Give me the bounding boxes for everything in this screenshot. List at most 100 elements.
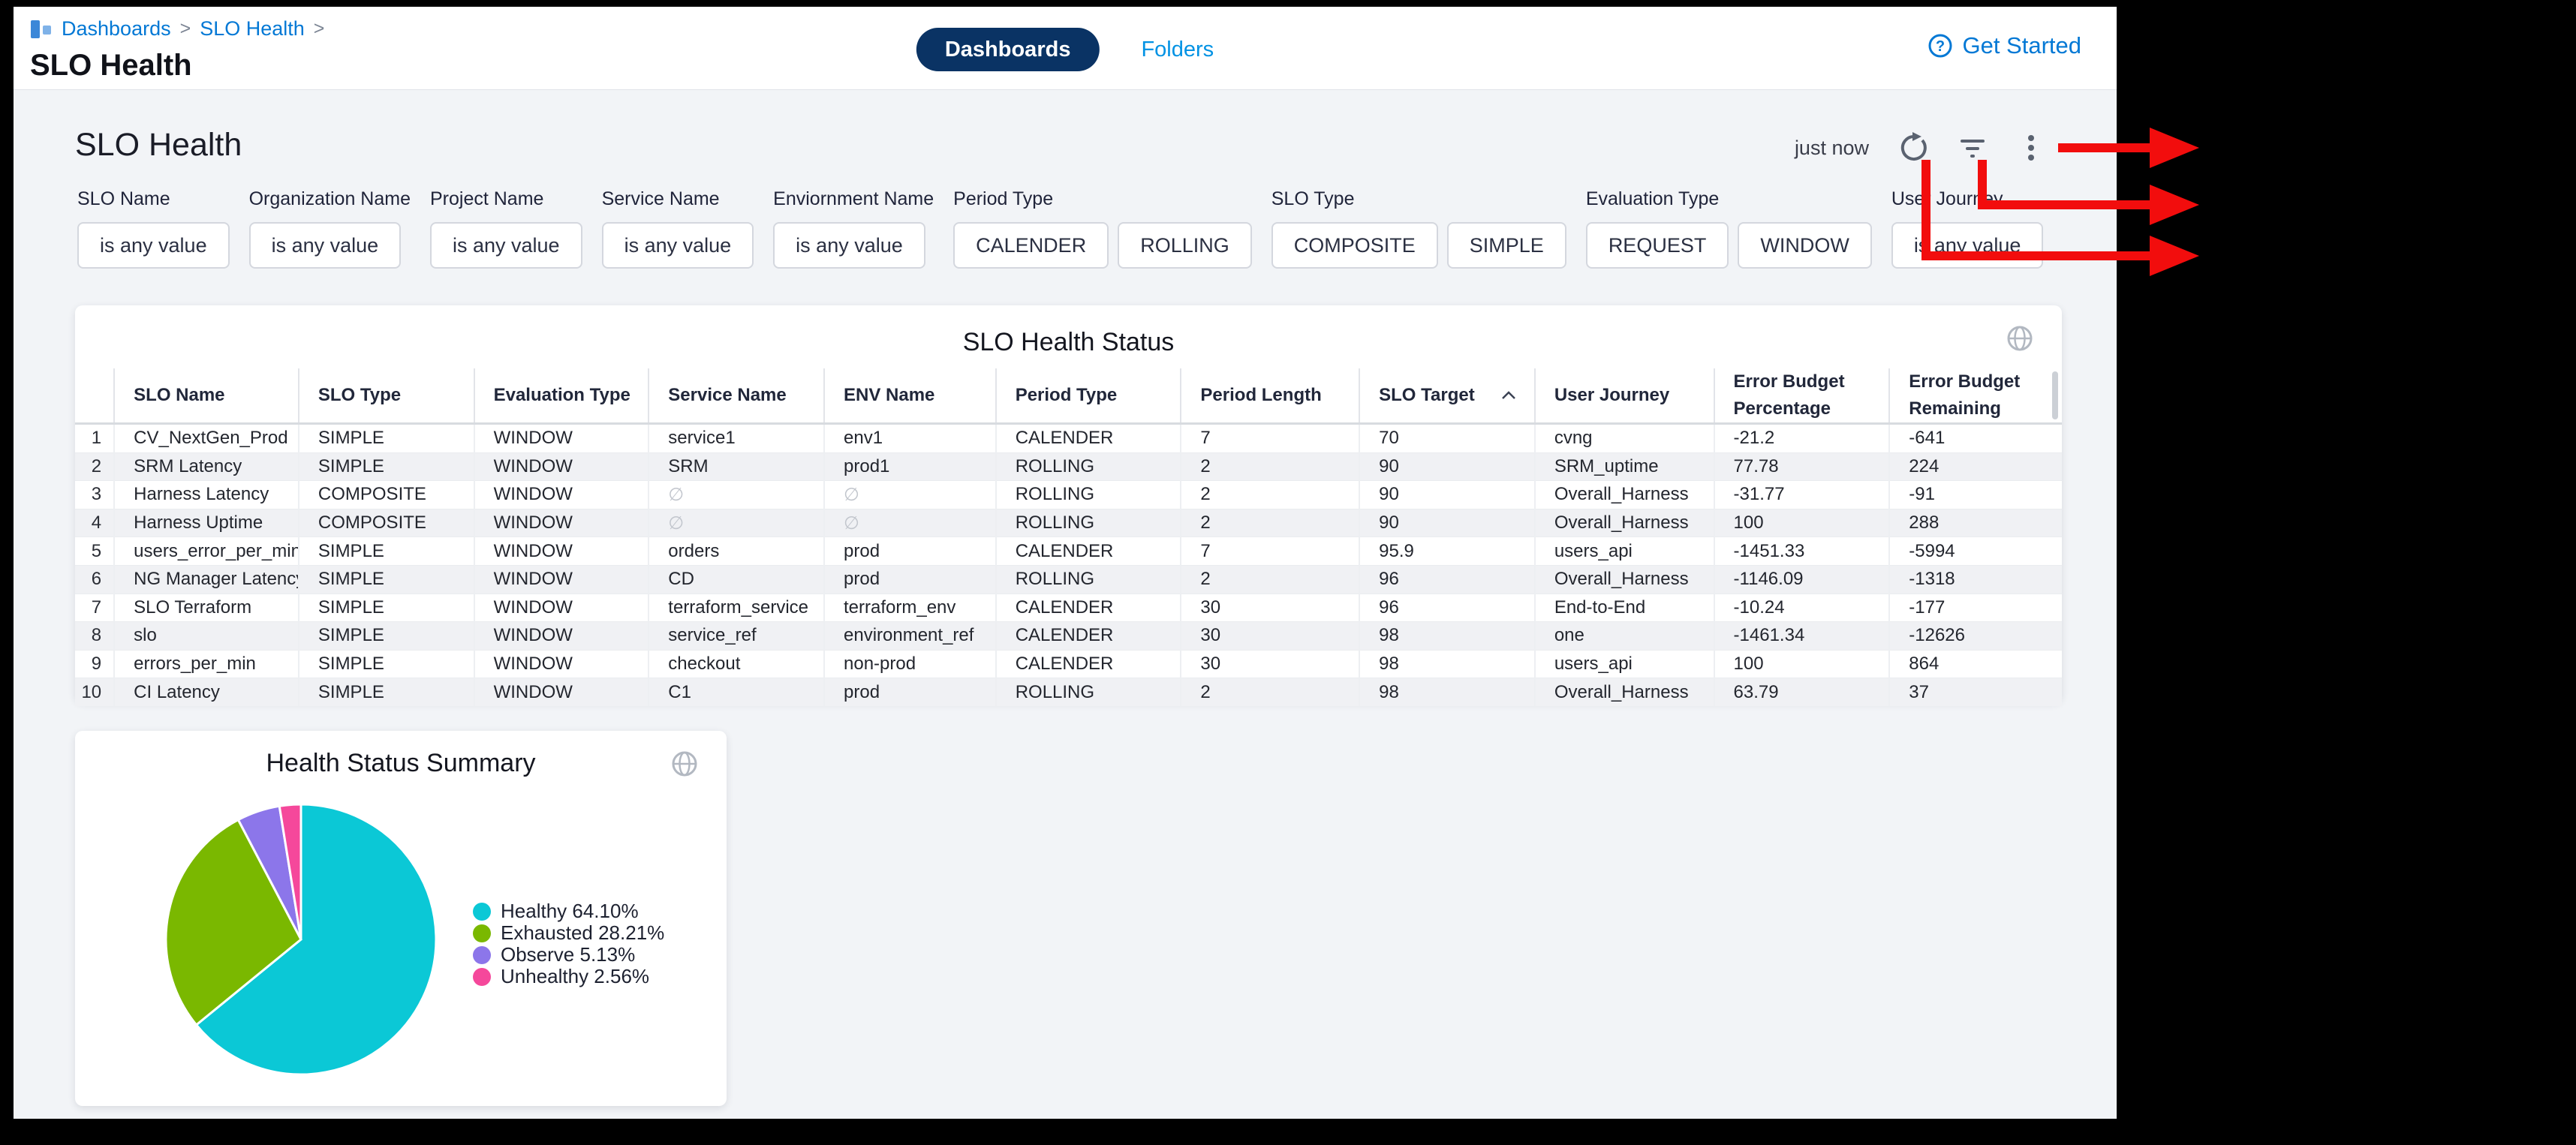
column-header-label: Service Name	[668, 385, 787, 405]
pie-slice-healthy[interactable]	[194, 803, 438, 1076]
health-status-summary-tile: Health Status Summary Healthy 64.10% Exha…	[75, 731, 727, 1106]
table-cell: service_ref	[648, 621, 824, 651]
table-cell: 37	[1888, 678, 2062, 706]
filter-chip[interactable]: is any value	[248, 222, 402, 269]
table-cell: service1	[648, 423, 824, 453]
table-cell: -10.24	[1713, 593, 1890, 622]
filter-chips: is any value	[77, 222, 230, 269]
filter-chip[interactable]: REQUEST	[1585, 222, 1729, 269]
table-cell: 864	[1888, 649, 2062, 678]
table-row: 6 NG Manager Latency SIMPLE WINDOW CD prod ROL…	[75, 564, 2062, 594]
table-cell: ROLLING	[995, 678, 1181, 706]
table-cell: prod	[823, 564, 996, 594]
table-cell: 30	[1180, 621, 1360, 651]
slo-health-status-tile: SLO Health Status SLO Name SLO Type Evalua…	[75, 305, 2062, 706]
row-number: 1	[75, 423, 115, 453]
table-cell: 2	[1180, 480, 1360, 509]
table-cell: -31.77	[1713, 480, 1890, 509]
filter-chip[interactable]: ROLLING	[1118, 222, 1252, 269]
table-cell: slo	[113, 621, 299, 651]
table-cell: CALENDER	[995, 593, 1181, 622]
column-header[interactable]: ENV Name	[823, 368, 996, 424]
column-header-label: Percentage	[1733, 398, 1831, 419]
table-cell: SIMPLE	[297, 423, 474, 453]
filter-chip[interactable]: is any value	[601, 222, 754, 269]
breadcrumb-separator: >	[179, 18, 191, 39]
column-header[interactable]: Service Name	[648, 368, 824, 424]
table-cell: WINDOW	[473, 452, 649, 481]
legend-label: Observe 5.13%	[501, 943, 636, 966]
table-cell: users_api	[1533, 536, 1714, 566]
tab-dashboards[interactable]: Dashboards	[916, 28, 1100, 71]
table-cell: SRM_uptime	[1533, 452, 1714, 481]
column-header[interactable]: SLO Type	[297, 368, 474, 424]
table-row: 5 users_error_per_min SIMPLE WINDOW orders pr…	[75, 536, 2062, 566]
legend-dot	[473, 924, 491, 942]
column-header[interactable]: Error Budget Remaining	[1888, 368, 2062, 424]
filter-chips: REQUEST WINDOW	[1585, 222, 1872, 269]
filter-chip[interactable]: is any value	[1891, 222, 2044, 269]
table-cell: 100	[1713, 649, 1890, 678]
kebab-menu-icon[interactable]	[2015, 131, 2048, 164]
table-cell: SIMPLE	[297, 564, 474, 594]
filter-chips: is any value	[248, 222, 411, 269]
table-cell: -12626	[1888, 621, 2062, 651]
column-header[interactable]: Error Budget Percentage	[1713, 368, 1890, 424]
filter-icon[interactable]	[1956, 131, 1989, 164]
help-circle-icon: ?	[1928, 34, 1952, 58]
table-cell: SLO Terraform	[113, 593, 299, 622]
table-cell: users_error_per_min	[113, 536, 299, 566]
get-started-link[interactable]: ? Get Started	[1927, 32, 2081, 59]
refresh-icon[interactable]	[1897, 131, 1930, 164]
filter-chip[interactable]: COMPOSITE	[1271, 222, 1438, 269]
legend-item-healthy[interactable]: Healthy 64.10%	[473, 900, 664, 922]
table-cell: 96	[1359, 593, 1535, 622]
row-number: 8	[75, 621, 115, 651]
filter-chip[interactable]: is any value	[77, 222, 230, 269]
app-content: Dashboards > SLO Health > SLO Health Dashbo…	[14, 7, 2117, 1119]
globe-icon	[670, 749, 700, 783]
table-cell: 30	[1180, 649, 1360, 678]
column-header[interactable]: User Journey	[1533, 368, 1714, 424]
filter-chip[interactable]: is any value	[773, 222, 925, 269]
breadcrumb-items: Dashboards > SLO Health >	[62, 17, 324, 41]
table-cell: Overall_Harness	[1533, 678, 1714, 706]
tab-folders[interactable]: Folders	[1141, 37, 1214, 62]
pie-slice-exhausted[interactable]	[164, 818, 302, 1027]
row-number: 3	[75, 480, 115, 509]
table-cell: ∅	[648, 480, 824, 509]
filter-group: User Journey is any value	[1891, 188, 2044, 269]
filter-chip[interactable]: SIMPLE	[1446, 222, 1566, 269]
table-cell: -21.2	[1713, 423, 1890, 453]
table-cell: 63.79	[1713, 678, 1890, 706]
table-cell: 30	[1180, 593, 1360, 622]
column-header[interactable]: Evaluation Type	[473, 368, 649, 424]
column-header-label: SLO Type	[317, 385, 402, 405]
filter-label: Period Type	[953, 188, 1054, 209]
row-number: 2	[75, 452, 115, 481]
filter-chip[interactable]: WINDOW	[1738, 222, 1872, 269]
table-cell: ∅	[823, 508, 996, 537]
dashboard-title: SLO Health	[75, 127, 242, 163]
table-cell: errors_per_min	[113, 649, 299, 678]
filter-group: Evaluation Type REQUEST WINDOW	[1585, 188, 1872, 269]
column-header[interactable]: Period Length	[1180, 368, 1360, 424]
breadcrumb-link[interactable]: SLO Health	[200, 17, 305, 40]
table-cell: CV_NextGen_Prod	[113, 423, 299, 453]
table-cell: SIMPLE	[297, 678, 474, 706]
table-row: 2 SRM Latency SIMPLE WINDOW SRM prod1 ROLLING 2…	[75, 452, 2062, 481]
column-header[interactable]: SLO Name	[113, 368, 299, 424]
filter-chip[interactable]: CALENDER	[953, 222, 1109, 269]
table-cell: 2	[1180, 564, 1360, 594]
legend-item-unhealthy[interactable]: Unhealthy 2.56%	[473, 965, 664, 987]
filter-chips: is any value	[601, 222, 754, 269]
column-header[interactable]: Period Type	[995, 368, 1181, 424]
table-cell: 7	[1180, 536, 1360, 566]
pie-slice-unhealthy[interactable]	[278, 803, 302, 940]
table-scrollbar[interactable]	[2052, 371, 2058, 419]
legend-item-exhausted[interactable]: Exhausted 28.21%	[473, 921, 664, 944]
filter-chip[interactable]: is any value	[429, 222, 582, 269]
breadcrumb-link[interactable]: Dashboards	[62, 17, 171, 40]
legend-item-observe[interactable]: Observe 5.13%	[473, 943, 664, 966]
column-header[interactable]: SLO Target	[1359, 368, 1535, 424]
